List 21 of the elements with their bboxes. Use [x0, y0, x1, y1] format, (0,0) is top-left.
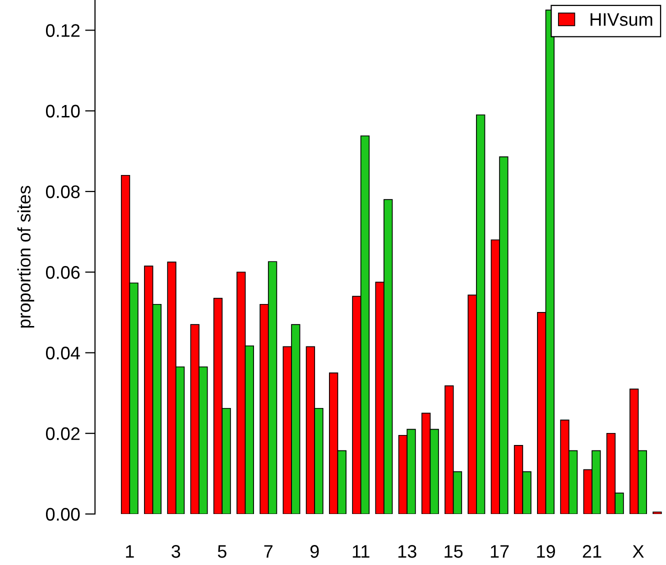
x-tick-label: 7	[264, 545, 272, 558]
x-tick-label: 11	[352, 545, 370, 558]
y-tick-label: 0.08	[46, 185, 80, 198]
x-tick-label: 9	[310, 545, 319, 558]
y-tick-label: 0.00	[46, 508, 80, 521]
x-tick-label: X	[632, 545, 644, 558]
y-tick-label: 0.02	[46, 427, 80, 440]
x-tick-label: 13	[398, 545, 416, 558]
x-tick-label: 17	[490, 545, 509, 558]
x-tick-label: 19	[537, 545, 555, 558]
x-tick-label: 21	[582, 545, 602, 558]
y-axis-title: proportion of sites	[17, 186, 34, 328]
y-tick-label: 0.06	[46, 266, 80, 279]
x-tick-label: 5	[218, 545, 226, 558]
x-tick-label: 1	[126, 545, 134, 558]
y-tick-label: 0.10	[46, 104, 80, 118]
y-tick-label: 0.04	[46, 346, 80, 360]
x-tick-label: 15	[444, 545, 463, 558]
x-tick-label: 3	[172, 545, 180, 558]
legend-label: HIVsum	[590, 13, 652, 26]
y-tick-label: 0.12	[46, 24, 80, 37]
